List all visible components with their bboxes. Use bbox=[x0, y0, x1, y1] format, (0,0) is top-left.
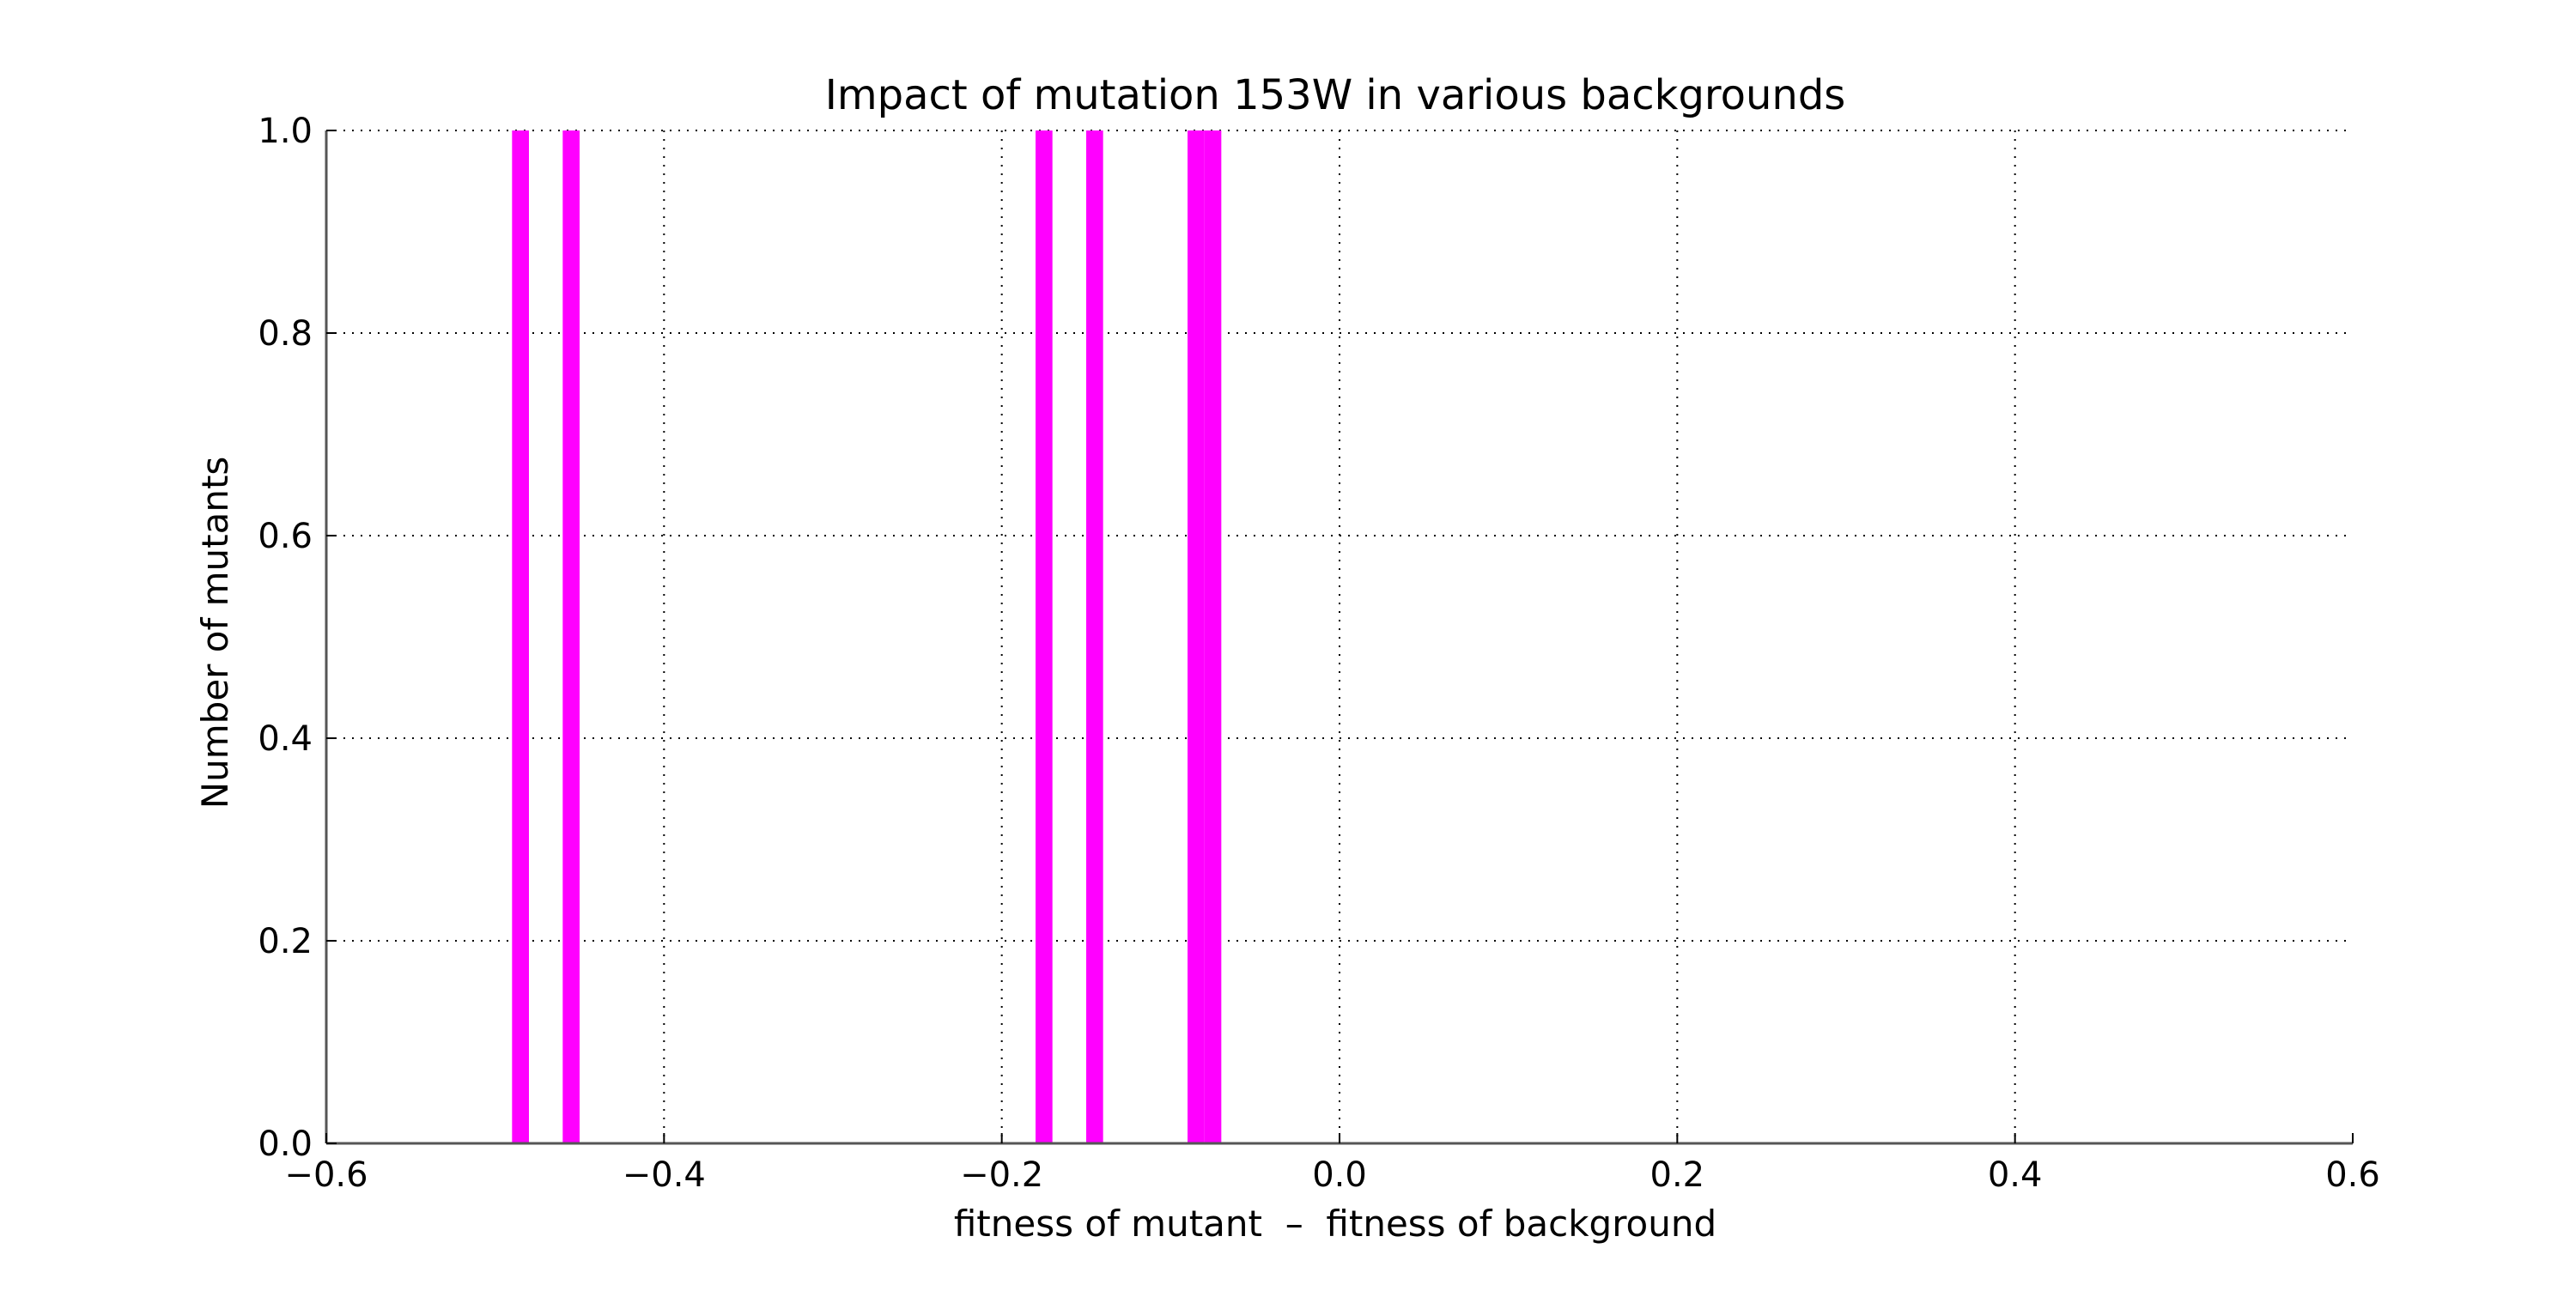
x-tick-label: 0.4 bbox=[1988, 1155, 2043, 1195]
y-axis-label: Number of mutants bbox=[194, 457, 236, 809]
grid bbox=[326, 130, 2353, 1143]
histogram-bar bbox=[1036, 130, 1053, 1143]
y-tick-label: 0.2 bbox=[258, 922, 313, 961]
tick-labels: −0.6 −0.4 −0.2 0.0 0.2 0.4 0.6 0.0 0.2 0.4 0.6 0.8 1… bbox=[258, 112, 2379, 1195]
x-tick-label: 0.6 bbox=[2325, 1155, 2380, 1195]
x-tick-label: −0.4 bbox=[623, 1155, 706, 1195]
histogram-bar bbox=[1086, 130, 1103, 1143]
x-tick-label: −0.2 bbox=[960, 1155, 1043, 1195]
x-tick-label: −0.6 bbox=[284, 1155, 368, 1195]
histogram-bar bbox=[1188, 130, 1205, 1143]
histogram-bar bbox=[562, 130, 580, 1143]
x-tick-label: 0.2 bbox=[1650, 1155, 1705, 1195]
chart-title: Impact of mutation 153W in various backg… bbox=[825, 71, 1846, 119]
y-tick-label: 1.0 bbox=[258, 112, 313, 151]
y-tick-label: 0.4 bbox=[258, 719, 313, 759]
x-tick-label: 0.0 bbox=[1312, 1155, 1367, 1195]
y-tick-label: 0.6 bbox=[258, 517, 313, 556]
histogram-bar bbox=[512, 130, 529, 1143]
y-tick-label: 0.8 bbox=[258, 314, 313, 354]
x-axis-label: fitness of mutant – fitness of backgroun… bbox=[954, 1203, 1716, 1245]
y-tick-label: 0.0 bbox=[258, 1124, 313, 1164]
bars bbox=[512, 130, 1222, 1143]
histogram-bar bbox=[1204, 130, 1222, 1143]
